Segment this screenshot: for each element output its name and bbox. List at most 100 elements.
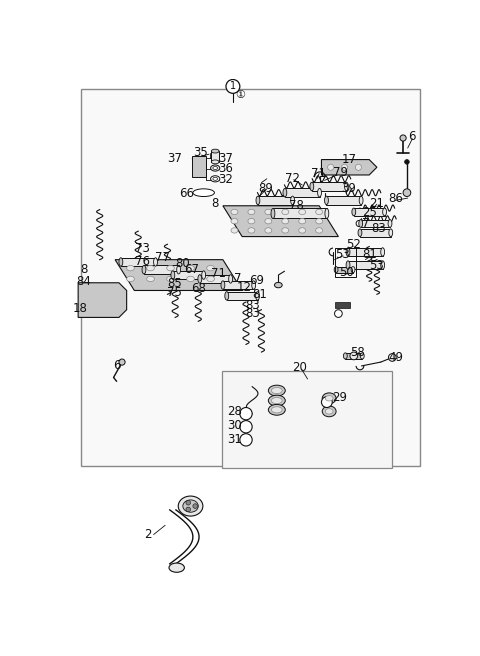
Text: 53: 53 — [370, 259, 384, 272]
Ellipse shape — [202, 271, 205, 279]
Ellipse shape — [169, 563, 184, 572]
Ellipse shape — [316, 228, 323, 233]
Text: 8: 8 — [212, 197, 219, 210]
Text: 50: 50 — [339, 266, 353, 279]
Text: 84: 84 — [76, 275, 91, 288]
Ellipse shape — [283, 188, 287, 197]
Ellipse shape — [198, 275, 202, 283]
Ellipse shape — [213, 177, 217, 180]
Text: 66: 66 — [180, 187, 194, 200]
Text: 31: 31 — [227, 432, 242, 445]
Text: 89: 89 — [258, 182, 273, 195]
Polygon shape — [78, 283, 127, 318]
Ellipse shape — [299, 228, 306, 233]
Text: 69: 69 — [249, 274, 264, 287]
Ellipse shape — [345, 182, 348, 191]
Bar — [354, 208, 384, 216]
Ellipse shape — [171, 271, 175, 279]
Ellipse shape — [381, 261, 384, 270]
Bar — [360, 229, 391, 237]
Ellipse shape — [359, 220, 363, 228]
Ellipse shape — [207, 276, 215, 281]
Text: 73: 73 — [134, 241, 149, 255]
Circle shape — [335, 310, 342, 318]
Circle shape — [226, 79, 240, 93]
Ellipse shape — [231, 209, 238, 215]
Text: 83: 83 — [371, 222, 386, 236]
Bar — [192, 155, 206, 177]
Bar — [273, 209, 327, 218]
Ellipse shape — [282, 228, 289, 233]
Ellipse shape — [325, 396, 333, 401]
Bar — [335, 248, 356, 277]
Ellipse shape — [325, 409, 333, 414]
Ellipse shape — [341, 164, 348, 171]
Circle shape — [186, 501, 191, 505]
Text: 52: 52 — [347, 237, 361, 251]
Text: 37: 37 — [167, 152, 182, 165]
Text: 78: 78 — [288, 199, 303, 213]
Ellipse shape — [318, 188, 322, 197]
Ellipse shape — [282, 209, 289, 215]
Bar — [345, 353, 362, 359]
Ellipse shape — [147, 276, 155, 281]
Bar — [81, 89, 420, 466]
Text: ①: ① — [235, 90, 245, 100]
Ellipse shape — [282, 218, 289, 224]
Ellipse shape — [177, 266, 180, 274]
Ellipse shape — [187, 266, 194, 271]
Ellipse shape — [325, 209, 329, 218]
Bar — [348, 248, 383, 256]
Circle shape — [240, 434, 252, 446]
Circle shape — [403, 189, 411, 197]
Text: 53: 53 — [335, 248, 349, 261]
Polygon shape — [115, 260, 242, 291]
Circle shape — [350, 352, 358, 359]
Text: 75: 75 — [167, 286, 182, 299]
Ellipse shape — [389, 229, 393, 237]
Circle shape — [388, 354, 396, 361]
Ellipse shape — [358, 229, 362, 237]
Ellipse shape — [316, 218, 323, 224]
Circle shape — [193, 504, 197, 508]
Text: 77: 77 — [156, 251, 170, 264]
Ellipse shape — [322, 393, 336, 403]
Bar — [121, 258, 156, 266]
Ellipse shape — [187, 276, 194, 281]
Ellipse shape — [248, 228, 255, 233]
Bar — [336, 266, 353, 273]
Text: 71: 71 — [311, 167, 326, 180]
Ellipse shape — [119, 258, 123, 266]
Ellipse shape — [291, 196, 295, 205]
Ellipse shape — [268, 385, 285, 396]
Text: 79: 79 — [333, 166, 348, 179]
Text: 83: 83 — [245, 307, 260, 320]
Ellipse shape — [271, 209, 275, 218]
Ellipse shape — [167, 266, 174, 271]
Polygon shape — [322, 159, 377, 175]
Text: 8: 8 — [80, 263, 87, 276]
Bar — [326, 196, 361, 205]
Ellipse shape — [142, 266, 146, 274]
Ellipse shape — [271, 407, 282, 413]
Ellipse shape — [359, 196, 363, 205]
Ellipse shape — [265, 209, 272, 215]
Circle shape — [400, 135, 406, 141]
Text: 72: 72 — [286, 173, 300, 186]
Text: 12: 12 — [237, 281, 252, 294]
Bar — [144, 266, 179, 274]
Ellipse shape — [213, 167, 217, 170]
Ellipse shape — [268, 395, 285, 406]
Ellipse shape — [346, 261, 350, 270]
Ellipse shape — [322, 406, 336, 417]
Ellipse shape — [265, 218, 272, 224]
Circle shape — [405, 159, 409, 164]
Ellipse shape — [334, 266, 338, 273]
Text: 28: 28 — [227, 405, 242, 418]
Text: 68: 68 — [191, 281, 206, 295]
Ellipse shape — [248, 209, 255, 215]
Ellipse shape — [193, 189, 215, 197]
Ellipse shape — [256, 196, 260, 205]
Text: 29: 29 — [332, 391, 347, 404]
Text: 39: 39 — [341, 182, 356, 195]
